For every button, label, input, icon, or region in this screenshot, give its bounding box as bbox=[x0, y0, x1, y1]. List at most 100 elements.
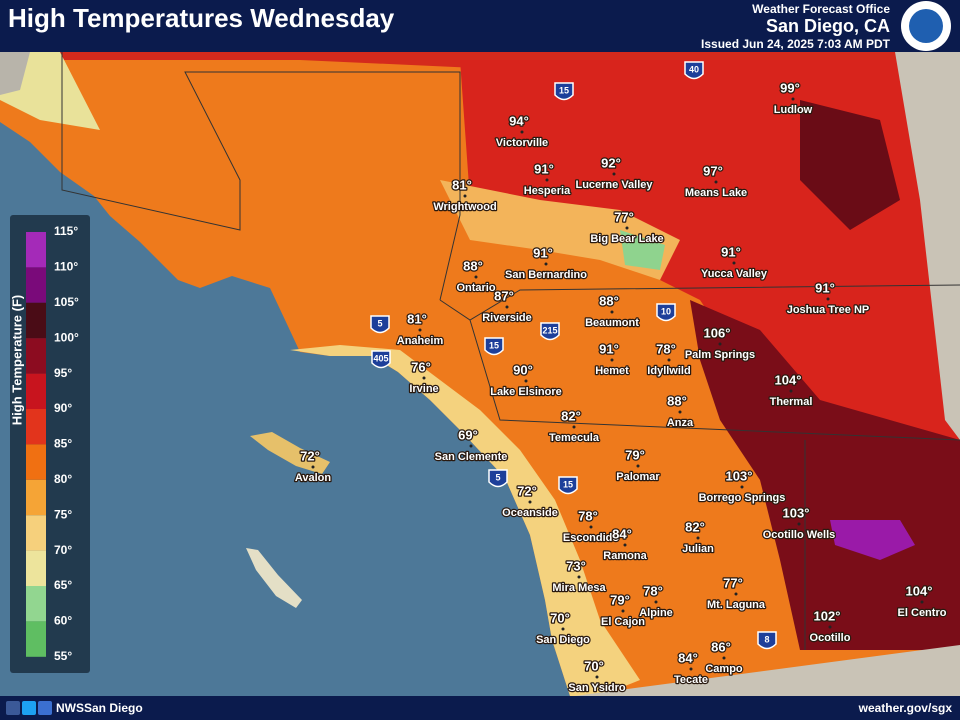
city-name: Irvine bbox=[409, 383, 438, 395]
city-temp: 72° bbox=[517, 483, 537, 498]
city-dot bbox=[714, 180, 718, 184]
interstate-shield bbox=[684, 61, 704, 80]
city-dot bbox=[623, 543, 627, 547]
city-name: El Cajon bbox=[601, 616, 645, 628]
city-temp: 81° bbox=[407, 311, 427, 326]
city-temp: 69° bbox=[458, 427, 478, 442]
city-name: Mira Mesa bbox=[552, 582, 606, 594]
city-temp: 91° bbox=[721, 244, 741, 259]
interstate-number: 405 bbox=[373, 353, 388, 363]
city-temp: 104° bbox=[906, 583, 933, 598]
legend-tick-label: 100° bbox=[54, 330, 79, 344]
facebook-icon[interactable] bbox=[6, 701, 20, 715]
legend-tick-label: 95° bbox=[54, 366, 72, 380]
city-dot bbox=[654, 600, 658, 604]
city-dot bbox=[734, 592, 738, 596]
city-temp: 88° bbox=[667, 393, 687, 408]
city-dot bbox=[636, 464, 640, 468]
city-name: Riverside bbox=[482, 312, 532, 324]
city-temp: 91° bbox=[533, 245, 553, 260]
legend-swatch bbox=[26, 302, 46, 339]
city-name: Ludlow bbox=[774, 104, 813, 116]
legend-tick-label: 115° bbox=[54, 224, 78, 238]
city-dot bbox=[689, 667, 693, 671]
city-dot bbox=[505, 305, 509, 309]
city-name: San Diego bbox=[536, 634, 590, 646]
city-dot bbox=[561, 627, 565, 631]
city-temp: 77° bbox=[723, 575, 743, 590]
city-temp: 82° bbox=[561, 408, 581, 423]
legend-tick-label: 90° bbox=[54, 401, 72, 415]
city-temp: 91° bbox=[815, 280, 835, 295]
city-temp: 86° bbox=[711, 639, 731, 654]
interstate-shield bbox=[656, 303, 676, 322]
city-dot bbox=[474, 275, 478, 279]
city-temp: 87° bbox=[494, 288, 514, 303]
city-name: Palm Springs bbox=[685, 349, 755, 361]
city-dot bbox=[610, 310, 614, 314]
office-type: Weather Forecast Office bbox=[752, 2, 890, 16]
hottest-zone bbox=[830, 520, 915, 560]
city-temp: 79° bbox=[610, 592, 630, 607]
city-name: Lake Elsinore bbox=[490, 386, 562, 398]
city-name: Ontario bbox=[456, 282, 495, 294]
city-dot bbox=[740, 485, 744, 489]
interstate-number: 40 bbox=[689, 64, 699, 74]
city-temp: 104° bbox=[775, 372, 802, 387]
city-dot bbox=[797, 522, 801, 526]
legend-swatch bbox=[26, 409, 46, 445]
youtube-icon[interactable] bbox=[38, 701, 52, 715]
county-line bbox=[61, 52, 461, 301]
legend-swatch bbox=[26, 515, 46, 551]
county-line bbox=[439, 284, 960, 321]
extreme-zone bbox=[800, 100, 900, 230]
city-temp: 91° bbox=[534, 161, 554, 176]
office: San Diego, CA bbox=[766, 16, 890, 36]
city-temp: 73° bbox=[566, 558, 586, 573]
footer-bar bbox=[0, 696, 960, 720]
twitter-icon[interactable] bbox=[22, 701, 36, 715]
city-dot bbox=[621, 609, 625, 613]
legend-swatch bbox=[26, 550, 46, 586]
city-dot bbox=[545, 178, 549, 182]
social-handle[interactable]: NWSSan Diego bbox=[56, 701, 143, 715]
city-temp: 72° bbox=[300, 448, 320, 463]
website[interactable]: weather.gov/sgx bbox=[858, 701, 953, 715]
city-name: San Bernardino bbox=[505, 269, 587, 281]
interstate-shield bbox=[371, 350, 391, 369]
interstate-number: 8 bbox=[764, 634, 769, 644]
county-lines bbox=[61, 52, 960, 650]
city-temp: 84° bbox=[678, 650, 698, 665]
cool-zone bbox=[620, 230, 665, 270]
city-name: Ocotillo Wells bbox=[763, 529, 836, 541]
city-dot bbox=[311, 465, 315, 469]
city-dot bbox=[612, 172, 616, 176]
legend-tick-label: 80° bbox=[54, 472, 72, 486]
city-temp: 78° bbox=[643, 583, 663, 598]
city-dot bbox=[828, 625, 832, 629]
title: High Temperatures Wednesday bbox=[8, 3, 395, 33]
extreme-zone bbox=[690, 300, 960, 650]
legend-swatch bbox=[26, 621, 46, 657]
island bbox=[250, 432, 330, 474]
city-name: Ocotillo bbox=[810, 632, 851, 644]
city-dot bbox=[826, 297, 830, 301]
legend-swatch bbox=[26, 479, 46, 516]
city-temp: 81° bbox=[452, 177, 472, 192]
legend-tick-label: 85° bbox=[54, 437, 72, 451]
city-dot bbox=[544, 262, 548, 266]
legend-swatch bbox=[26, 338, 46, 374]
city-name: Lucerne Valley bbox=[575, 179, 653, 191]
city-temp: 91° bbox=[599, 341, 619, 356]
interstate-number: 10 bbox=[661, 306, 671, 316]
city-name: Idyllwild bbox=[647, 365, 690, 377]
interstate-number: 15 bbox=[563, 479, 573, 489]
city-name: Borrego Springs bbox=[699, 492, 786, 504]
city-temp: 84° bbox=[612, 526, 632, 541]
city-name: Julian bbox=[682, 543, 714, 555]
city-temp: 102° bbox=[814, 608, 841, 623]
city-temp: 99° bbox=[780, 80, 800, 95]
city-dot bbox=[625, 226, 629, 230]
coastal-zone bbox=[290, 345, 640, 696]
city-dot bbox=[920, 600, 924, 604]
